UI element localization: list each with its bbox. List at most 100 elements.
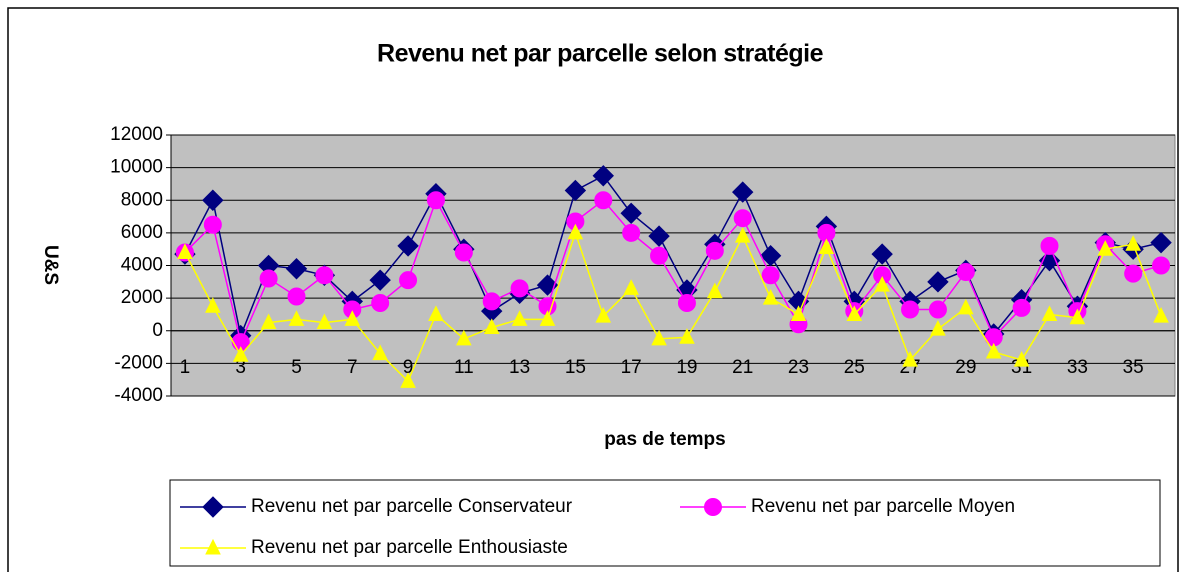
- point: [650, 246, 669, 265]
- x-tick-label: 33: [1067, 357, 1088, 378]
- point: [677, 294, 696, 313]
- x-tick-label: 7: [347, 357, 358, 378]
- point: [1152, 256, 1171, 275]
- point: [874, 275, 890, 292]
- point: [1040, 236, 1059, 255]
- point: [285, 258, 308, 280]
- x-tick-label: 5: [291, 357, 302, 378]
- y-axis-title: U&S: [40, 245, 61, 285]
- x-tick-label: 3: [235, 357, 246, 378]
- point: [1150, 231, 1172, 254]
- point: [482, 292, 501, 311]
- point: [762, 289, 779, 305]
- point: [426, 191, 445, 210]
- x-tick-label: 19: [676, 357, 697, 378]
- point: [733, 209, 752, 228]
- y-tick-label: 12000: [110, 124, 163, 145]
- x-tick-label: 25: [844, 357, 865, 378]
- point: [205, 297, 221, 313]
- legend-box: [169, 479, 1161, 567]
- point: [456, 329, 472, 346]
- y-tick-label: 2000: [121, 287, 163, 308]
- point: [1013, 350, 1030, 367]
- point: [818, 238, 835, 255]
- point: [648, 225, 670, 247]
- point: [288, 310, 305, 326]
- point: [705, 241, 724, 260]
- point: [232, 346, 249, 362]
- x-tick-label: 21: [732, 357, 753, 378]
- legend-label: Revenu net par parcelle Moyen: [751, 496, 1015, 517]
- point: [594, 191, 613, 210]
- point: [177, 243, 193, 259]
- x-tick-label: 23: [788, 357, 809, 378]
- point: [1038, 249, 1061, 272]
- point: [1153, 306, 1169, 323]
- point: [259, 269, 278, 288]
- x-tick-label: 13: [509, 357, 530, 378]
- point: [623, 279, 639, 295]
- x-tick-label: 9: [403, 357, 414, 378]
- point: [846, 305, 863, 321]
- point: [315, 266, 334, 285]
- point: [1041, 305, 1058, 321]
- x-tick-label: 35: [1123, 357, 1144, 378]
- point: [344, 310, 361, 326]
- point: [732, 181, 754, 203]
- point: [202, 189, 224, 211]
- point: [397, 235, 419, 257]
- y-tick-label: -4000: [114, 385, 163, 406]
- x-tick-label: 11: [454, 357, 474, 378]
- point: [539, 310, 556, 326]
- y-tick-label: 10000: [110, 157, 163, 178]
- x-axis-title: pas de temps: [604, 429, 725, 450]
- point: [704, 498, 722, 516]
- x-tick-label: 17: [621, 357, 642, 378]
- point: [734, 227, 751, 243]
- legend-label: Revenu net par parcelle Enthousiaste: [251, 537, 568, 558]
- point: [592, 165, 614, 187]
- point: [956, 263, 975, 282]
- x-tick-label: 15: [565, 357, 586, 378]
- chart-title: Revenu net par parcelle selon stratégie: [377, 40, 824, 68]
- point: [203, 215, 222, 234]
- point: [927, 271, 949, 293]
- y-tick-label: -2000: [114, 352, 163, 373]
- point: [400, 372, 416, 388]
- point: [985, 342, 1002, 359]
- point: [287, 287, 306, 306]
- point: [871, 243, 893, 265]
- point: [1069, 308, 1086, 325]
- point: [958, 298, 974, 315]
- point: [369, 269, 391, 291]
- point: [620, 202, 642, 225]
- point: [930, 320, 946, 336]
- point: [1097, 240, 1114, 256]
- point: [371, 294, 390, 313]
- y-tick-label: 4000: [121, 255, 163, 276]
- point: [928, 300, 947, 319]
- point: [260, 313, 277, 330]
- point: [205, 538, 221, 555]
- point: [679, 328, 695, 344]
- point: [483, 318, 500, 334]
- point: [399, 271, 418, 290]
- point: [1125, 235, 1141, 251]
- point: [567, 223, 584, 240]
- point: [622, 223, 641, 242]
- point: [1012, 298, 1031, 317]
- point: [510, 279, 529, 298]
- y-tick-label: 8000: [121, 189, 163, 210]
- point: [651, 329, 667, 346]
- point: [707, 282, 723, 299]
- y-tick-label: 6000: [121, 222, 163, 243]
- point: [316, 313, 333, 330]
- point: [759, 245, 782, 267]
- point: [511, 310, 528, 326]
- y-tick-label: 0: [152, 320, 163, 341]
- point: [902, 350, 918, 367]
- point: [901, 300, 920, 319]
- point: [564, 179, 587, 202]
- x-tick-label: 29: [955, 357, 976, 378]
